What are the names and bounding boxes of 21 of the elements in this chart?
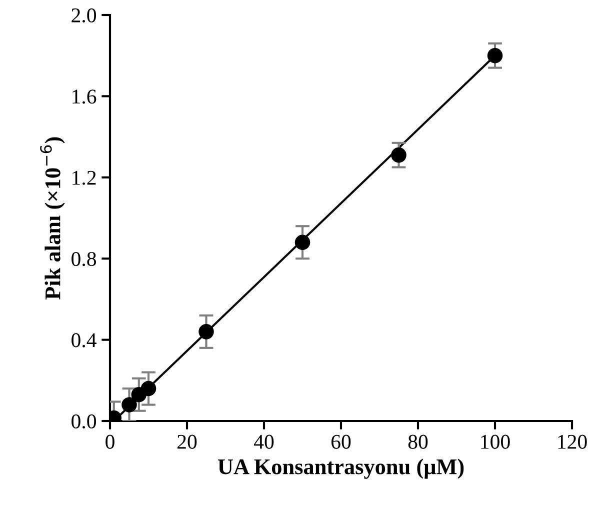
x-tick-label: 20 (178, 434, 197, 449)
point (140, 380, 156, 396)
x-tick-label: 120 (558, 434, 587, 449)
point (391, 147, 406, 163)
x-tick-label: 60 (331, 434, 351, 449)
y-tick-label: 1.6 (72, 90, 96, 104)
x-tick-label: 80 (408, 434, 428, 449)
y-tick-label: 2.0 (72, 8, 96, 23)
y-tick-label: 0.4 (72, 333, 96, 348)
x-tick-label: 100 (481, 434, 510, 449)
x-axis-title: UA Konsantrasyonu (μM) (218, 458, 464, 479)
y-tick-label: 0.0 (72, 414, 96, 429)
y-tick-label: 1.2 (72, 170, 96, 185)
point (487, 48, 503, 64)
x-tick-label: 0 (106, 434, 114, 449)
point (122, 397, 137, 412)
point (198, 324, 214, 340)
y-axis-title: Pik alanı (×10$^{−6}$) (40, 137, 65, 300)
x-tick-label: 40 (254, 434, 274, 449)
point (294, 234, 310, 250)
y-tick-label: 0.8 (72, 252, 96, 266)
